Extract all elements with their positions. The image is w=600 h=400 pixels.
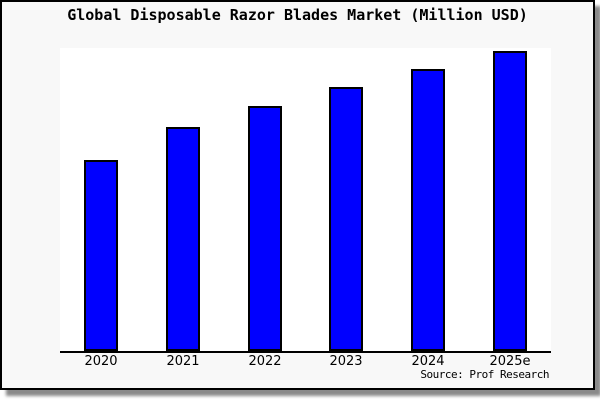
- bar-2020: [84, 160, 118, 351]
- bar-2023: [329, 87, 363, 351]
- bar-2025e: [493, 51, 527, 351]
- bar-2022: [248, 106, 282, 351]
- chart-title: Global Disposable Razor Blades Market (M…: [67, 6, 528, 24]
- bar-2021: [166, 127, 200, 351]
- x-tick-label-2024: 2024: [411, 354, 445, 369]
- x-tick-label-2022: 2022: [248, 354, 282, 369]
- plot-area: [60, 48, 551, 353]
- bar-2024: [411, 69, 445, 351]
- source-note: Source: Prof Research: [420, 368, 549, 381]
- x-tick-label-2021: 2021: [166, 354, 200, 369]
- x-tick-label-2025e: 2025e: [489, 354, 531, 369]
- x-tick-label-2023: 2023: [329, 354, 363, 369]
- x-tick-label-2020: 2020: [84, 354, 118, 369]
- x-axis-labels: 2020 2021 2022 2023 2024 2025e: [0, 355, 600, 371]
